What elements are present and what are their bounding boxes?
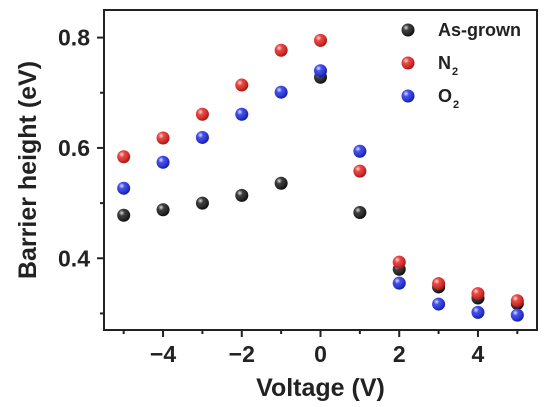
data-point-shine: [314, 33, 327, 47]
data-points: [117, 33, 524, 322]
series-o2: [117, 64, 524, 322]
data-point-shine: [235, 107, 249, 121]
legend-label: N2: [438, 53, 458, 78]
x-tick-label: 0: [314, 341, 327, 367]
legend-marker-shine: [401, 56, 415, 70]
legend-subscript: 2: [452, 66, 458, 78]
legend-marker-shine: [401, 89, 415, 103]
data-point-shine: [156, 131, 170, 145]
data-point-shine: [274, 43, 288, 57]
plot-axes: [103, 9, 538, 331]
legend-item: N2: [401, 53, 458, 78]
legend-item: O2: [401, 86, 459, 111]
y-tick-label: 0.8: [58, 25, 90, 51]
series-as-grown: [117, 70, 524, 311]
data-point-shine: [195, 130, 209, 144]
legend: As-grown N2 O2: [401, 20, 521, 111]
data-point-shine: [195, 107, 209, 121]
data-point-shine: [156, 203, 170, 217]
y-tick-label: 0.4: [58, 245, 90, 271]
data-point-shine: [432, 297, 446, 311]
data-point-shine: [392, 255, 406, 269]
x-tick-label: −4: [150, 341, 176, 367]
x-tick-label: 4: [472, 341, 485, 367]
series-n2: [117, 33, 524, 308]
data-point-shine: [117, 150, 131, 164]
data-point-shine: [353, 205, 367, 219]
data-point-shine: [510, 294, 524, 308]
data-point-shine: [117, 208, 131, 222]
y-axis-title: Barrier height (eV): [14, 61, 42, 279]
data-point-shine: [235, 78, 249, 92]
axis-ticks: −4 −2 0 2 4 0.4 0.6 0.8: [58, 25, 519, 367]
data-point-shine: [314, 64, 327, 78]
y-tick-label: 0.6: [58, 135, 90, 161]
data-point-shine: [353, 144, 367, 158]
data-point-shine: [274, 85, 288, 99]
legend-item: As-grown: [401, 20, 521, 40]
data-point-shine: [510, 308, 524, 322]
x-tick-label: −2: [229, 341, 255, 367]
legend-subscript: 2: [453, 99, 459, 111]
data-point-shine: [117, 181, 131, 195]
data-point-shine: [195, 196, 209, 210]
legend-label: O2: [438, 86, 459, 111]
x-axis-title: Voltage (V): [256, 374, 385, 402]
x-tick-label: 2: [393, 341, 406, 367]
data-point-shine: [156, 155, 170, 169]
data-point-shine: [274, 176, 288, 190]
data-point-shine: [471, 287, 485, 301]
data-point-shine: [353, 164, 367, 178]
plot-frame: [103, 9, 538, 331]
legend-marker-shine: [401, 23, 415, 37]
data-point-shine: [432, 277, 446, 291]
data-point-shine: [471, 305, 485, 319]
data-point-shine: [235, 188, 249, 202]
legend-label: As-grown: [438, 20, 521, 40]
data-point-shine: [392, 276, 406, 290]
